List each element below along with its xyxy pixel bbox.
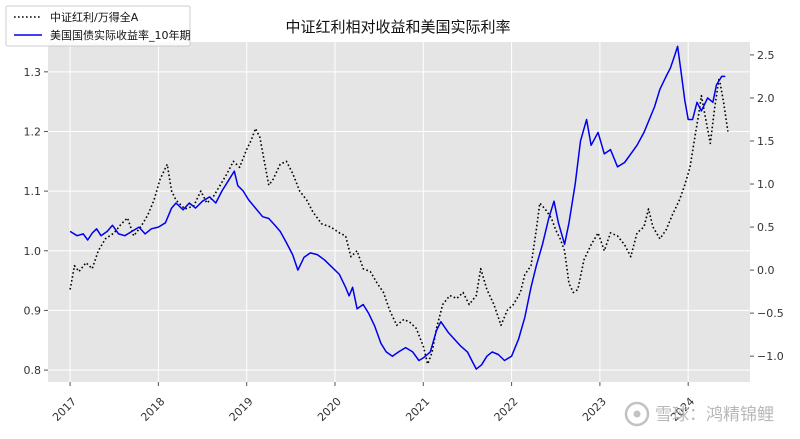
x-tick-label: 2017 — [50, 395, 79, 424]
left-tick-label: 1.2 — [24, 125, 42, 138]
x-tick-label: 2018 — [138, 395, 167, 424]
right-tick-label: 0.0 — [757, 264, 775, 277]
right-tick-label: −1.0 — [757, 350, 784, 363]
legend-label-dividend-ratio: 中证红利/万得全A — [50, 10, 139, 24]
series-line-real-yield — [69, 45, 726, 370]
right-tick-label: 0.5 — [757, 221, 775, 234]
series-line-dividend-ratio — [69, 77, 729, 365]
left-tick-label: 1.3 — [24, 66, 42, 79]
watermark-logo — [624, 401, 650, 427]
left-tick-label: 0.8 — [24, 364, 42, 377]
right-tick-label: −0.5 — [757, 307, 784, 320]
left-tick-label: 0.9 — [24, 304, 42, 317]
series-layer — [69, 45, 729, 370]
right-y-axis: −1.0 −0.5 0.0 0.5 1.0 1.5 2.0 2.5 — [750, 49, 784, 363]
legend: 中证红利/万得全A 美国国债实际收益率_10年期 — [5, 5, 191, 47]
legend-label-real-yield: 美国国债实际收益率_10年期 — [50, 28, 191, 42]
watermark-text: 雪球：鸿精锦鲤 — [655, 405, 774, 425]
watermark: 雪球：鸿精锦鲤 — [624, 401, 774, 427]
x-axis: 2017 2018 2019 2020 2021 2022 2023 2024 — [50, 382, 697, 424]
watermark-logo-dot — [633, 410, 641, 418]
grid — [48, 42, 750, 382]
right-tick-label: 2.0 — [757, 92, 775, 105]
right-tick-label: 1.5 — [757, 135, 775, 148]
x-tick-label: 2019 — [227, 395, 256, 424]
x-tick-label: 2022 — [492, 395, 521, 424]
left-y-axis: 0.8 0.9 1.0 1.1 1.2 1.3 — [24, 66, 48, 377]
right-tick-label: 1.0 — [757, 178, 775, 191]
left-tick-label: 1.0 — [24, 245, 42, 258]
x-tick-label: 2023 — [580, 395, 609, 424]
x-tick-label: 2020 — [315, 395, 344, 424]
x-tick-label: 2021 — [403, 395, 432, 424]
right-tick-label: 2.5 — [757, 49, 775, 62]
left-tick-label: 1.1 — [24, 185, 42, 198]
chart-title: 中证红利相对收益和美国实际利率 — [285, 18, 510, 36]
legend-box — [5, 5, 191, 47]
plot-area — [48, 42, 750, 382]
